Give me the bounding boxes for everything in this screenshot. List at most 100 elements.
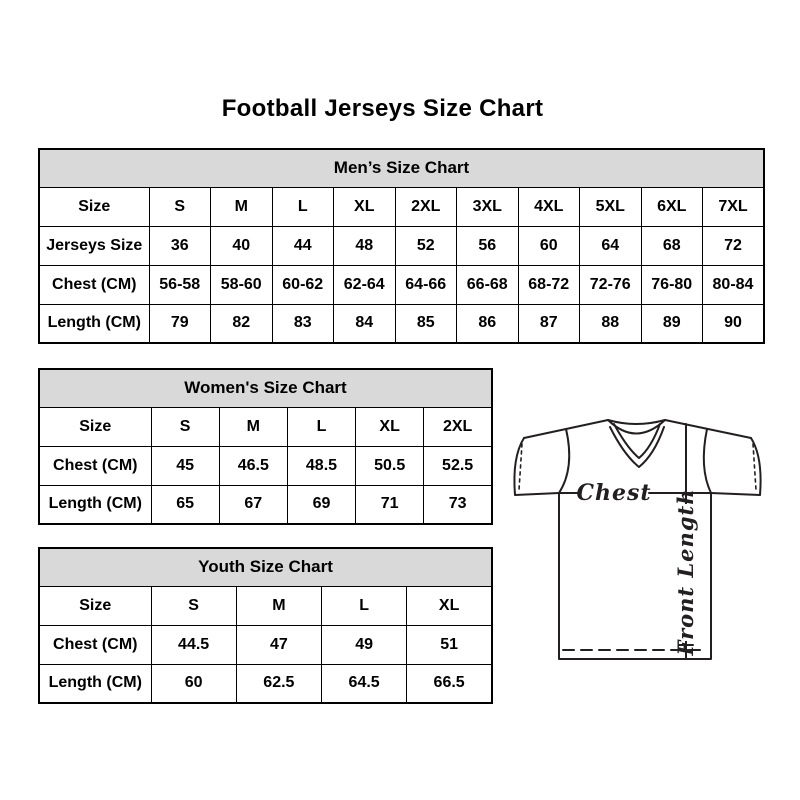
row-header-cell: Length (CM) bbox=[38, 484, 152, 525]
table-cell: 44 bbox=[271, 225, 334, 266]
jersey-collar-top bbox=[607, 419, 666, 425]
table-cell: 79 bbox=[148, 303, 211, 344]
jersey-armhole-right bbox=[702, 428, 712, 494]
womens-size-table: Women's Size Chart Size S M L XL 2XL Chest (CM)… bbox=[38, 368, 493, 525]
page-title: Football Jerseys Size Chart bbox=[221, 95, 544, 122]
table-cell: 66-68 bbox=[456, 264, 519, 305]
table-row: Length (CM) 60 62.5 64.5 66.5 bbox=[38, 663, 493, 704]
table-cell: 50.5 bbox=[355, 445, 425, 486]
row-header-cell: Length (CM) bbox=[38, 663, 152, 704]
table-title-row: Women's Size Chart bbox=[38, 368, 493, 408]
jersey-sleeve-left bbox=[513, 437, 560, 496]
table-cell: 52 bbox=[394, 225, 457, 266]
row-header-cell: Size bbox=[38, 406, 152, 447]
mens-size-table: Men’s Size Chart Size S M L XL 2XL 3XL 4XL 5XL 6XL… bbox=[38, 148, 765, 344]
table-cell: XL bbox=[333, 186, 396, 227]
table-cell: 72 bbox=[702, 225, 765, 266]
table-row: Chest (CM) 44.5 47 49 51 bbox=[38, 624, 493, 665]
table-title-row: Youth Size Chart bbox=[38, 547, 493, 587]
table-cell: 65 bbox=[150, 484, 220, 525]
table-cell: 3XL bbox=[456, 186, 519, 227]
table-cell: S bbox=[150, 585, 237, 626]
row-header-cell: Size bbox=[38, 585, 152, 626]
table-cell: 76-80 bbox=[640, 264, 703, 305]
table-cell: XL bbox=[355, 406, 425, 447]
table-cell: 68 bbox=[640, 225, 703, 266]
table-cell: L bbox=[320, 585, 408, 626]
front-length-label-bg bbox=[673, 504, 700, 641]
table-row: Size S M L XL 2XL bbox=[38, 406, 493, 447]
cuff-dotted-line-left bbox=[518, 443, 523, 491]
jersey-vneck-outer bbox=[609, 426, 665, 468]
table-row: Size S M L XL bbox=[38, 585, 493, 626]
table-cell: 60 bbox=[150, 663, 237, 704]
table-row: Length (CM) 65 67 69 71 73 bbox=[38, 484, 493, 525]
table-cell: 2XL bbox=[394, 186, 457, 227]
jersey-diagram-svg: Chest Front Length bbox=[513, 419, 762, 660]
table-cell: 60 bbox=[517, 225, 580, 266]
table-cell: 6XL bbox=[640, 186, 703, 227]
table-cell: 73 bbox=[423, 484, 493, 525]
table-cell: 47 bbox=[235, 624, 323, 665]
table-cell: L bbox=[271, 186, 334, 227]
front-length-label: Front Length bbox=[673, 489, 698, 657]
table-cell: 84 bbox=[333, 303, 396, 344]
row-header-cell: Size bbox=[38, 186, 150, 227]
table-cell: 85 bbox=[394, 303, 457, 344]
youth-size-table: Youth Size Chart Size S M L XL Chest (CM) 44.5 4… bbox=[38, 547, 493, 704]
table-cell: M bbox=[210, 186, 273, 227]
row-header-cell: Length (CM) bbox=[38, 303, 150, 344]
jersey-vneck-inner bbox=[613, 423, 661, 459]
table-cell: 80-84 bbox=[702, 264, 765, 305]
jersey-measurement-diagram: Chest Front Length bbox=[503, 413, 775, 675]
table-cell: L bbox=[286, 406, 357, 447]
table-cell: 36 bbox=[148, 225, 211, 266]
table-cell: 56 bbox=[456, 225, 519, 266]
table-cell: 60-62 bbox=[271, 264, 334, 305]
table-cell: 52.5 bbox=[423, 445, 493, 486]
table-cell: M bbox=[218, 406, 288, 447]
table-title-row: Men’s Size Chart bbox=[38, 148, 765, 188]
table-title: Youth Size Chart bbox=[38, 547, 493, 587]
row-header-cell: Chest (CM) bbox=[38, 264, 150, 305]
table-row: Length (CM) 79 82 83 84 85 86 87 88 89 90 bbox=[38, 303, 765, 344]
table-cell: 87 bbox=[517, 303, 580, 344]
chest-label: Chest bbox=[576, 480, 651, 506]
table-cell: 67 bbox=[218, 484, 288, 525]
table-cell: 82 bbox=[210, 303, 273, 344]
table-cell: S bbox=[148, 186, 211, 227]
table-row: Chest (CM) 45 46.5 48.5 50.5 52.5 bbox=[38, 445, 493, 486]
table-cell: XL bbox=[406, 585, 493, 626]
table-cell: 48.5 bbox=[286, 445, 357, 486]
table-cell: 2XL bbox=[423, 406, 493, 447]
table-cell: 69 bbox=[286, 484, 357, 525]
table-cell: 64.5 bbox=[320, 663, 408, 704]
table-cell: 7XL bbox=[702, 186, 765, 227]
table-cell: 44.5 bbox=[150, 624, 237, 665]
table-title: Men’s Size Chart bbox=[38, 148, 765, 188]
table-cell: 64 bbox=[579, 225, 642, 266]
row-header-cell: Chest (CM) bbox=[38, 445, 152, 486]
table-cell: 46.5 bbox=[218, 445, 288, 486]
table-cell: M bbox=[235, 585, 323, 626]
table-row: Size S M L XL 2XL 3XL 4XL 5XL 6XL 7XL bbox=[38, 186, 765, 227]
table-cell: 49 bbox=[320, 624, 408, 665]
table-cell: 40 bbox=[210, 225, 273, 266]
row-header-cell: Jerseys Size bbox=[38, 225, 150, 266]
row-header-cell: Chest (CM) bbox=[38, 624, 152, 665]
jersey-sleeve-right bbox=[710, 437, 762, 496]
table-cell: 51 bbox=[406, 624, 493, 665]
table-cell: 56-58 bbox=[148, 264, 211, 305]
table-cell: 4XL bbox=[517, 186, 580, 227]
table-cell: 66.5 bbox=[406, 663, 493, 704]
table-cell: 5XL bbox=[579, 186, 642, 227]
table-cell: 62-64 bbox=[333, 264, 396, 305]
table-row: Chest (CM) 56-58 58-60 60-62 62-64 64-66 66-68… bbox=[38, 264, 765, 305]
table-cell: 64-66 bbox=[394, 264, 457, 305]
cuff-dotted-line-right bbox=[752, 443, 757, 491]
table-cell: 68-72 bbox=[517, 264, 580, 305]
table-cell: 45 bbox=[150, 445, 220, 486]
table-cell: 90 bbox=[702, 303, 765, 344]
table-cell: 83 bbox=[271, 303, 334, 344]
table-row: Jerseys Size 36 40 44 48 52 56 60 64 68 72 bbox=[38, 225, 765, 266]
